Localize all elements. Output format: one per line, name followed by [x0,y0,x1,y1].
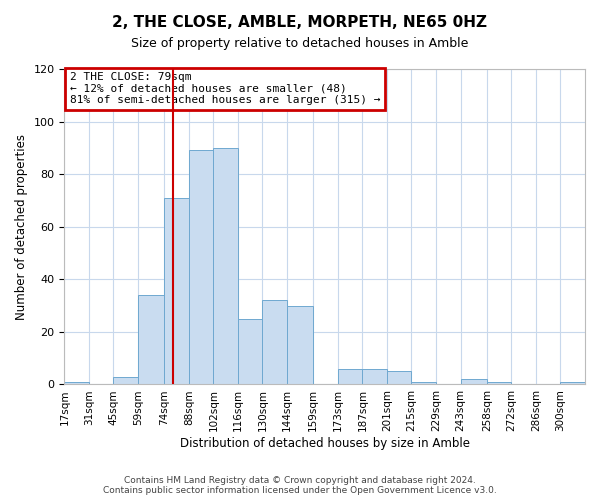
Bar [287,306,313,384]
Text: 2 THE CLOSE: 79sqm
← 12% of detached houses are smaller (48)
81% of semi-detache: 2 THE CLOSE: 79sqm ← 12% of detached hou… [70,72,380,106]
Bar [262,300,287,384]
Text: Size of property relative to detached houses in Amble: Size of property relative to detached ho… [131,38,469,51]
Bar [164,198,189,384]
Y-axis label: Number of detached properties: Number of detached properties [15,134,28,320]
Bar [560,382,585,384]
Bar [189,150,214,384]
Bar [362,368,387,384]
Bar [138,295,164,384]
Bar [338,368,362,384]
Text: Contains HM Land Registry data © Crown copyright and database right 2024.
Contai: Contains HM Land Registry data © Crown c… [103,476,497,495]
Bar [113,376,138,384]
X-axis label: Distribution of detached houses by size in Amble: Distribution of detached houses by size … [180,437,470,450]
Bar [387,372,412,384]
Bar [238,318,262,384]
Text: 2, THE CLOSE, AMBLE, MORPETH, NE65 0HZ: 2, THE CLOSE, AMBLE, MORPETH, NE65 0HZ [113,15,487,30]
Bar [487,382,511,384]
Bar [214,148,238,384]
Bar [461,379,487,384]
Bar [64,382,89,384]
Bar [412,382,436,384]
